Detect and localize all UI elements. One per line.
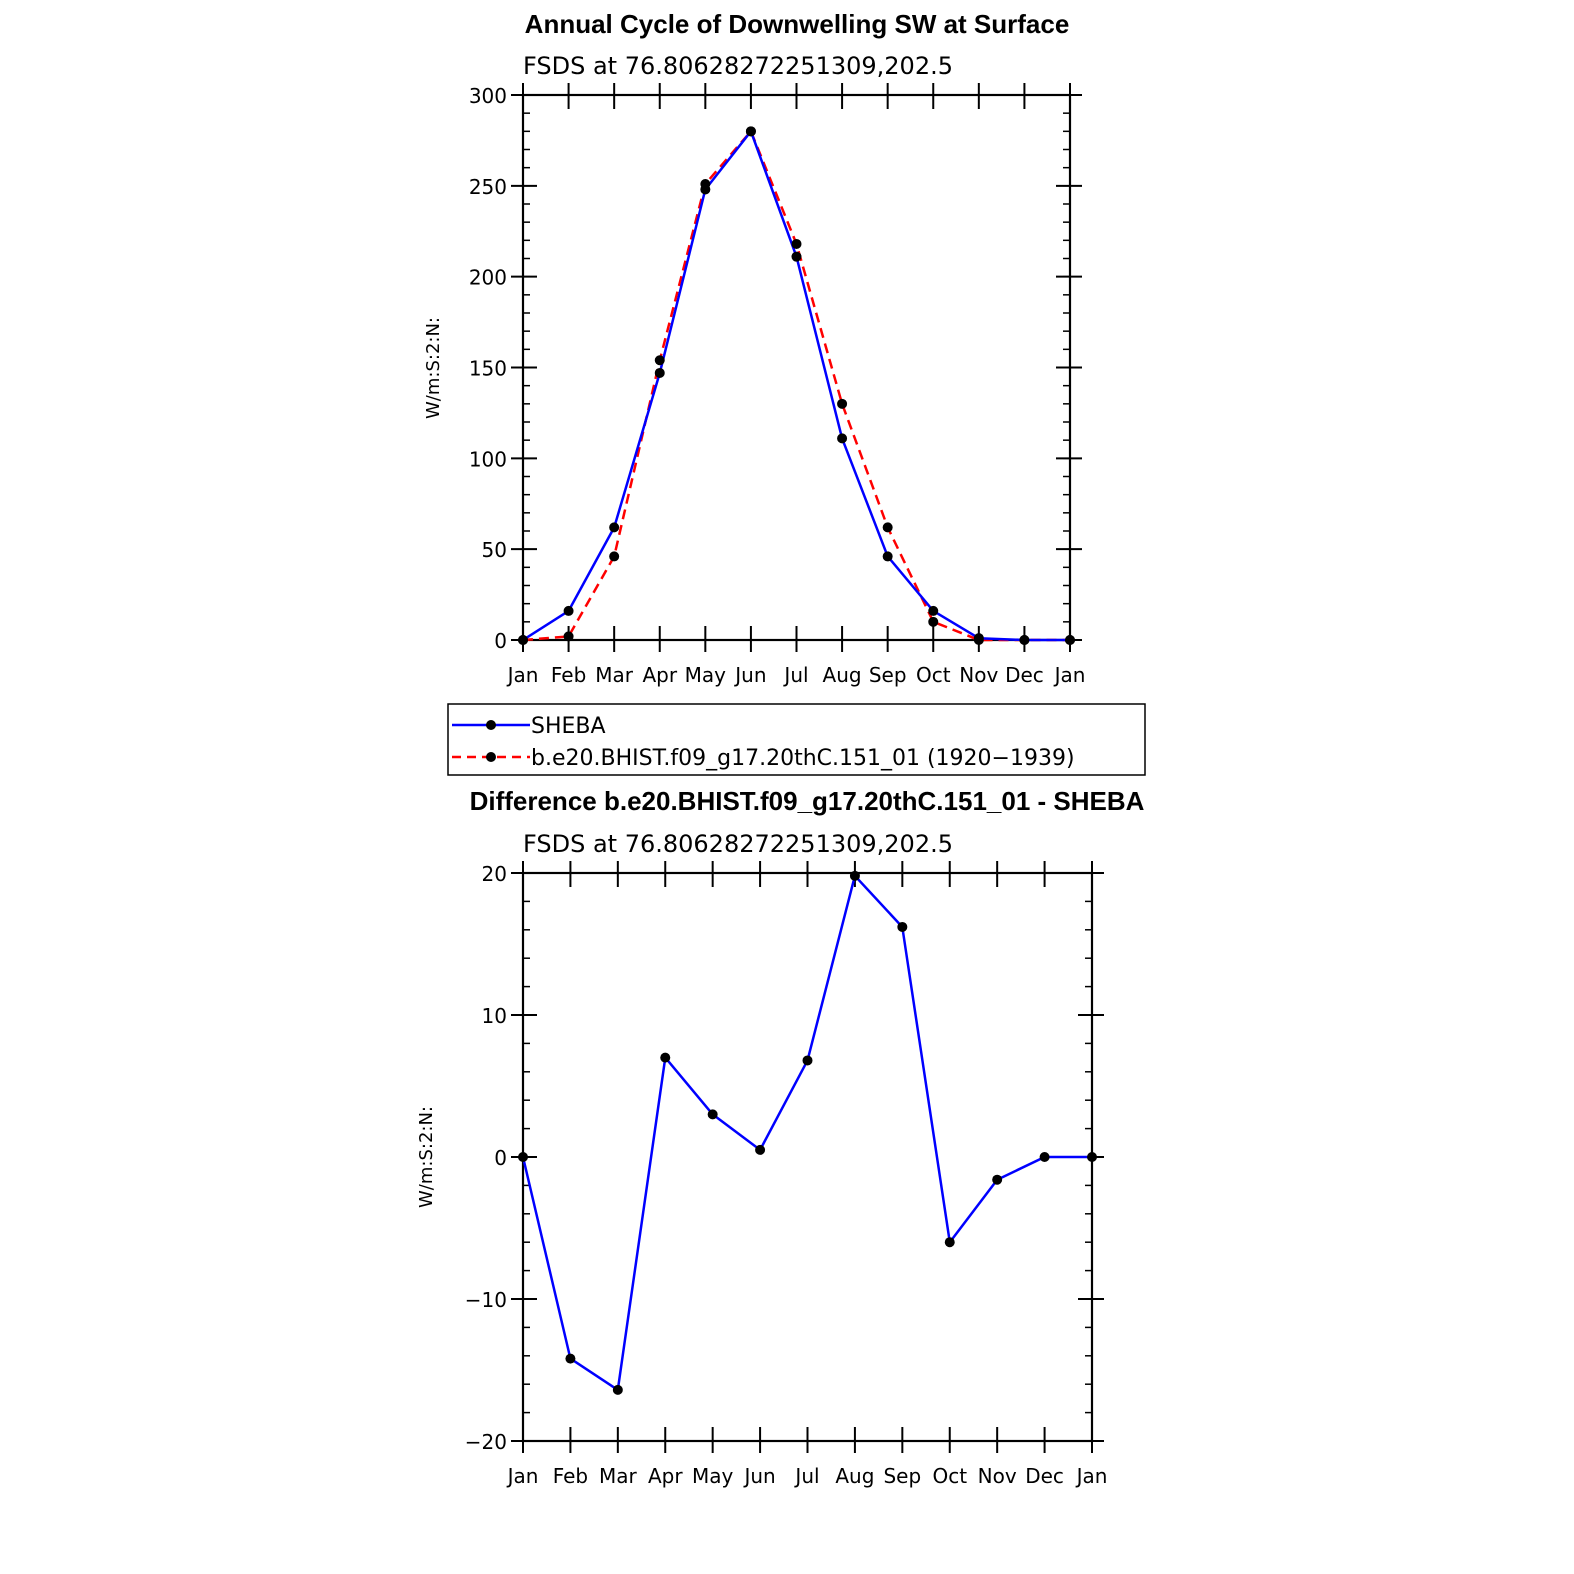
- panel-2-xtick-label: Jan: [1075, 1464, 1108, 1488]
- panel-1-xtick-label: Jul: [782, 663, 808, 687]
- panel-1-ylabel: W/m:S:2:N:: [423, 317, 444, 419]
- panel-1-ytick-label: 0: [494, 629, 507, 653]
- panel-2-series-0-point: [1039, 1152, 1050, 1162]
- panel-2-series-0-point: [565, 1353, 576, 1364]
- panel-1-ytick-label: 250: [469, 175, 507, 199]
- panel-2-series-line-0: [521, 874, 1092, 1392]
- panel-2-series-0-point: [897, 921, 908, 932]
- panel-1-xtick-label: Oct: [916, 663, 951, 687]
- panel-2-xtick-label: Jun: [742, 1464, 775, 1488]
- panel-1-ytick-label: 50: [482, 538, 507, 562]
- panel-2-ytick-label: 0: [494, 1146, 507, 1170]
- panel-2-series-0-point: [944, 1237, 955, 1248]
- panel-2-ytick-label: −10: [465, 1288, 507, 1312]
- panel-1-series-1-point: [928, 616, 939, 627]
- panel-2-plot-area: −20 −10 0 10 20 Jan Feb Mar Apr May Jun Jul Aug Sep Oc…: [465, 861, 1108, 1488]
- panel-difference: Difference b.e20.BHIST.f09_g17.20thC.151…: [416, 786, 1145, 1488]
- panel-2-ylabel: W/m:S:2:N:: [416, 1106, 437, 1208]
- panel-1-series-1-point: [518, 635, 528, 645]
- panel-1-xtick-label: Mar: [595, 663, 634, 687]
- panel-1-xtick-label: Jan: [1053, 663, 1086, 687]
- legend-label-model: b.e20.BHIST.f09_g17.20thC.151_01 (1920−1…: [531, 746, 1075, 771]
- panel-1-subtitle: FSDS at 76.80628272251309,202.5: [523, 52, 953, 80]
- panel-1-series-0-point: [563, 605, 574, 616]
- panel-2-series: [518, 870, 1097, 1395]
- panel-2-ytick-label: 20: [482, 862, 507, 886]
- panel-1-xtick-label: Jun: [733, 663, 766, 687]
- panel-1-series-0-point: [928, 605, 939, 616]
- panel-2-series-0-point: [707, 1109, 718, 1120]
- panel-2-title: Difference b.e20.BHIST.f09_g17.20thC.151…: [470, 786, 1145, 816]
- legend: SHEBA b.e20.BHIST.f09_g17.20thC.151_01 (…: [447, 703, 1146, 776]
- panel-1-series-1-point: [745, 126, 756, 137]
- panel-1-series-1-point: [973, 635, 984, 645]
- panel-1-xtick-label: Nov: [959, 663, 998, 687]
- panel-1-series-0-point: [791, 251, 802, 262]
- panel-1-plot-area: 0 50 100 150 200 250 300 Jan Feb Mar Apr May Jun Jul A…: [469, 83, 1086, 687]
- panel-1-ytick-label: 100: [469, 447, 507, 471]
- panel-1-title: Annual Cycle of Downwelling SW at Surfac…: [525, 9, 1070, 39]
- panel-2-xtick-label: Apr: [648, 1464, 683, 1488]
- panel-1-xtick-label: Feb: [551, 663, 586, 687]
- panel-2-xtick-label: Mar: [599, 1464, 638, 1488]
- panel-1-series-1-point: [837, 398, 848, 409]
- panel-2-xtick-label: Nov: [978, 1464, 1017, 1488]
- panel-1-series-line-0: [522, 130, 1070, 642]
- panel-1-xtick-label: May: [685, 663, 727, 687]
- panel-1-frame: [521, 93, 1072, 642]
- panel-2-series-0-point: [755, 1144, 766, 1155]
- panel-1-xtick-label: Dec: [1005, 663, 1044, 687]
- legend-marker-model: [486, 752, 496, 762]
- panel-2-series-0-point: [612, 1384, 623, 1395]
- panel-1-xtick-label: Apr: [642, 663, 677, 687]
- panel-2-xtick-label: May: [692, 1464, 734, 1488]
- panel-2-series-0-point: [1087, 1152, 1097, 1162]
- panel-2-xtick-label: Jul: [793, 1464, 819, 1488]
- panel-1-series-1-point: [1019, 635, 1030, 645]
- panel-2-series-0-point: [660, 1052, 671, 1063]
- panel-1-ytick-label: 200: [469, 266, 507, 290]
- legend-box: [447, 703, 1146, 776]
- panel-2-xtick-label: Jan: [506, 1464, 539, 1488]
- panel-2-subtitle: FSDS at 76.80628272251309,202.5: [523, 830, 953, 858]
- panel-2-xtick-label: Aug: [835, 1464, 874, 1488]
- panel-2-series-0-point: [518, 1152, 528, 1162]
- legend-marker-sheba: [486, 720, 496, 730]
- panel-1-series: [518, 126, 1075, 645]
- panel-2-xtick-label: Dec: [1025, 1464, 1064, 1488]
- panel-1-series-1-point: [563, 631, 574, 642]
- panel-1-series-0-point: [837, 433, 848, 444]
- panel-2-frame: [521, 871, 1094, 1443]
- panel-1-xtick-label: Aug: [823, 663, 862, 687]
- panel-1-xtick-label: Jan: [506, 663, 539, 687]
- panel-1-ytick-label: 150: [469, 357, 507, 381]
- panel-2-xtick-label: Sep: [883, 1464, 921, 1488]
- panel-1-series-1-point: [609, 551, 620, 562]
- legend-label-sheba: SHEBA: [531, 714, 606, 739]
- panel-2-xtick-label: Feb: [553, 1464, 588, 1488]
- panel-1-series-line-1: [522, 130, 1070, 642]
- panel-2-series-0-point: [802, 1055, 813, 1066]
- panel-1-series-0-point: [882, 551, 893, 562]
- panel-annual-cycle: Annual Cycle of Downwelling SW at Surfac…: [423, 9, 1085, 687]
- panel-1-xtick-label: Sep: [869, 663, 907, 687]
- panel-1-series-1-point: [791, 238, 802, 249]
- panel-1-series-1-point: [882, 522, 893, 533]
- panel-1-series-1-point: [700, 179, 711, 190]
- panel-1-series-1-point: [654, 355, 665, 366]
- panel-1-series-0-point: [609, 522, 620, 533]
- panel-2-xtick-label: Oct: [932, 1464, 967, 1488]
- panel-1-ytick-label: 300: [469, 84, 507, 108]
- panel-2-series-0-point: [849, 870, 860, 881]
- panel-2-ytick-label: 10: [482, 1004, 507, 1028]
- panel-2-ytick-label: −20: [465, 1430, 507, 1454]
- panel-1-series-0-point: [654, 367, 665, 378]
- panel-1-series-1-point: [1065, 635, 1075, 645]
- panel-2-series-0-point: [992, 1174, 1003, 1185]
